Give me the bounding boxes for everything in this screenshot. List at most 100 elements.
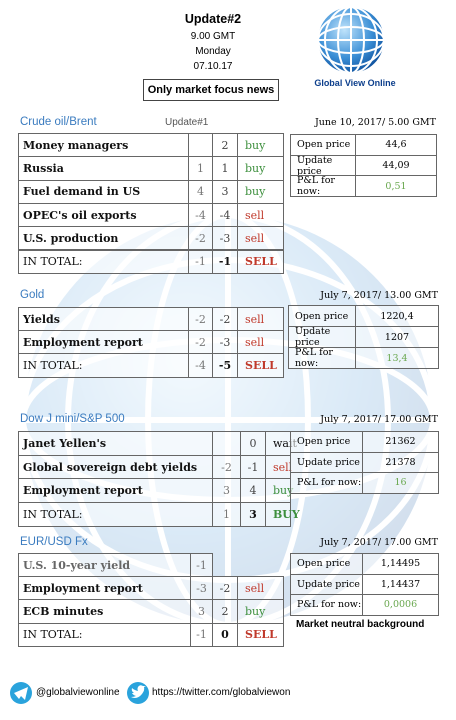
row-label: IN TOTAL: [18,353,189,378]
info-label: Open price [290,134,356,156]
score: -3 [212,330,238,355]
info-value: 0,0006 [362,594,439,616]
info-label: Open price [288,305,356,327]
info-label: P&L for now: [290,175,356,197]
info-value: 13,4 [355,347,439,369]
twitter-icon [127,682,149,704]
section-title: Crude oil/Brent [20,116,97,128]
score: -1 [190,553,213,578]
brand: Global View Online [314,78,396,88]
row-label: Employment report [18,576,191,601]
score: 2 [212,599,238,624]
score: 3 [212,478,241,504]
row-label: Employment report [18,330,189,355]
date: 07.10.17 [193,61,233,72]
score: -1 [240,454,266,480]
score: -2 [188,226,213,251]
title: Update#2 [184,12,242,26]
info-label: P&L for now: [290,472,363,494]
signal: sell [265,454,292,480]
info-label: Update price [290,155,356,177]
score: -4 [188,202,213,228]
score: -1 [190,622,213,647]
row-label: U.S. production [18,226,189,251]
signal: buy [237,156,284,181]
score: -2 [212,307,238,332]
info-label: Open price [290,431,363,453]
info-value: 0,51 [355,175,437,198]
section-title: Dow J mini/S&P 500 [20,413,125,425]
info-note: Market neutral background [296,618,425,630]
info-value: 44,6 [355,134,437,156]
score: -2 [188,307,213,332]
score [188,133,213,158]
score: 1 [212,502,241,527]
info-value: 21378 [362,451,439,473]
info-value: 44,09 [355,154,437,177]
signal: buy [237,179,284,204]
row-label: Fuel demand in US [18,179,189,204]
info-value: 1,14437 [362,573,439,595]
telegram-handle: @globalviewonline [36,687,120,698]
info-label: Update price [288,326,356,348]
signal: buy [237,599,284,624]
score: -2 [212,576,238,601]
day: Monday [195,46,231,57]
row-label: ECB minutes [18,599,191,624]
row-label: Yields [18,307,189,332]
score: -4 [188,353,213,378]
signal: sell [237,226,284,251]
section-title: EUR/USD Fx [20,536,88,548]
signal: wait [265,431,297,456]
signal: sell [237,576,284,601]
score: 1 [212,156,238,181]
score: 3 [190,599,213,624]
score [212,431,241,456]
score: -2 [212,454,241,480]
score: 3 [212,179,238,204]
score: 0 [212,622,238,647]
info-date: July 7, 2017/ 17.00 GMT [320,537,438,548]
section-title: Gold [20,289,45,301]
info-label: P&L for now: [288,347,356,369]
row-label: OPEC's oil exports [18,202,189,228]
signal: sell [237,202,284,228]
signal: buy [237,133,284,158]
section-note: Update#1 [165,117,209,128]
row-label: Russia [18,156,189,181]
row-label: IN TOTAL: [18,249,189,274]
row-label: Global sovereign debt yields [18,454,213,480]
row-label: Employment report [18,478,213,504]
signal: BUY [265,502,300,527]
row-label: IN TOTAL: [18,502,213,527]
score: -1 [188,249,213,274]
score: 3 [240,502,266,527]
row-label: U.S. 10-year yield [18,553,191,578]
time: 9.00 GMT [190,31,236,42]
score: 0 [240,431,266,456]
score: -3 [190,576,213,601]
signal: sell [237,307,284,332]
score: 4 [188,179,213,204]
score: -3 [212,226,238,251]
signal: buy [265,478,293,504]
twitter-link: https://twitter.com/globalviewon [152,687,291,698]
signal: SELL [237,622,284,647]
info-value: 1207 [355,326,439,348]
info-value: 16 [362,472,439,494]
info-value: 1,14495 [362,553,439,575]
telegram-icon [10,682,32,704]
row-label: IN TOTAL: [18,622,191,647]
info-value: 21362 [362,431,439,453]
tagline: Only market focus news [143,79,279,101]
signal: SELL [237,353,284,378]
info-date: July 7, 2017/ 13.00 GMT [320,290,438,301]
info-label: P&L for now: [290,594,363,616]
row-label: Janet Yellen's [18,431,213,456]
info-label: Update price [290,451,363,473]
info-date: July 7, 2017/ 17.00 GMT [320,414,438,425]
signal: SELL [237,249,284,274]
info-date: June 10, 2017/ 5.00 GMT [314,117,436,128]
score: -1 [212,249,238,274]
